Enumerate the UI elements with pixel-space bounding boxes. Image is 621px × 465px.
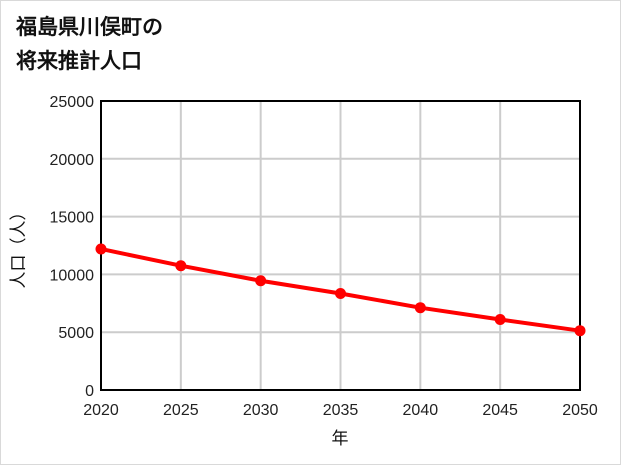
- gridlines: [101, 101, 580, 390]
- y-tick-label: 0: [85, 383, 94, 400]
- data-point: [414, 302, 426, 314]
- x-tick-label: 2035: [323, 402, 359, 419]
- y-axis-label: 人口（人）: [9, 204, 29, 289]
- x-tick-label: 2045: [482, 402, 518, 419]
- data-point: [255, 275, 267, 287]
- x-tick-label: 2040: [403, 402, 439, 419]
- x-tick-label: 2030: [243, 402, 279, 419]
- y-tick-label: 25000: [50, 94, 95, 111]
- x-tick-label: 2025: [163, 402, 199, 419]
- data-point: [175, 260, 187, 272]
- y-tick-label: 20000: [50, 152, 95, 169]
- x-axis-label: 年: [332, 429, 349, 449]
- series-population: [95, 243, 586, 337]
- y-tick-label: 5000: [58, 325, 94, 342]
- x-tick-label: 2050: [562, 402, 598, 419]
- title-line-2: 将来推計人口: [16, 49, 142, 73]
- y-axis-ticks: 0 5000 10000 15000 20000 25000: [50, 94, 95, 400]
- chart-title: 福島県川俣町の 将来推計人口: [16, 10, 163, 78]
- data-point: [574, 325, 586, 337]
- y-tick-label: 10000: [50, 267, 95, 284]
- data-point: [494, 313, 506, 325]
- y-tick-label: 15000: [50, 210, 95, 227]
- data-point: [95, 243, 107, 255]
- x-axis-ticks: 2020 2025 2030 2035 2040 2045 2050: [83, 402, 598, 419]
- data-point: [335, 287, 346, 299]
- x-tick-label: 2020: [83, 402, 119, 419]
- title-line-1: 福島県川俣町の: [16, 15, 163, 39]
